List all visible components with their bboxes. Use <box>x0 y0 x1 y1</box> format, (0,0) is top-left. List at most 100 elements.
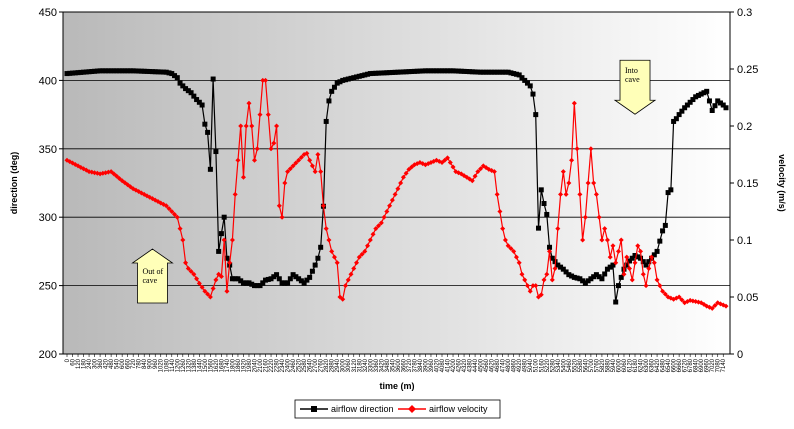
velocity-point <box>271 140 277 146</box>
direction-point <box>389 69 395 75</box>
x-tick-label: 6660 <box>677 358 683 372</box>
x-tick-label: 3720 <box>407 358 413 372</box>
direction-point <box>348 75 354 81</box>
direction-point <box>362 72 368 78</box>
direction-point <box>431 68 437 74</box>
direction-point <box>318 244 324 250</box>
x-tick-label: 6180 <box>633 358 639 372</box>
direction-point <box>177 80 183 86</box>
x-tick-label: 5460 <box>567 358 573 372</box>
y-tick-label: 200 <box>39 349 57 361</box>
direction-point <box>588 276 594 282</box>
annotation-text: cave <box>625 75 640 84</box>
velocity-point <box>307 157 313 163</box>
direction-point <box>684 102 690 108</box>
y-tick-label: 250 <box>39 281 57 293</box>
direction-point <box>425 68 431 74</box>
direction-point <box>337 79 343 85</box>
velocity-point <box>387 203 393 209</box>
direction-point <box>626 258 632 264</box>
direction-point <box>64 71 70 77</box>
velocity-point <box>613 260 619 266</box>
direction-point <box>166 70 172 76</box>
direction-point <box>188 90 194 96</box>
velocity-point <box>654 277 660 283</box>
direction-point <box>398 69 404 75</box>
x-tick-label: 5340 <box>556 358 562 372</box>
velocity-point <box>342 283 348 289</box>
direction-point <box>585 278 591 284</box>
velocity-point <box>403 170 409 176</box>
velocity-point <box>163 203 169 209</box>
velocity-point <box>478 166 484 172</box>
velocity-point <box>519 271 525 277</box>
x-tick-label: 180 <box>82 358 88 369</box>
direction-point <box>221 214 227 220</box>
x-tick-label: 780 <box>137 358 143 369</box>
velocity-point <box>218 273 224 279</box>
velocity-point <box>563 191 569 197</box>
direction-point <box>502 69 508 75</box>
velocity-point <box>395 186 401 192</box>
x-tick-label: 1500 <box>203 358 209 372</box>
velocity-point <box>626 266 632 271</box>
velocity-point <box>331 254 337 260</box>
direction-point <box>70 70 76 76</box>
direction-point <box>105 68 111 74</box>
velocity-point <box>172 211 178 217</box>
velocity-point <box>392 191 398 197</box>
x-tick-label: 3960 <box>429 358 435 372</box>
x-tick-label: 6900 <box>699 358 705 372</box>
x-tick-label: 6840 <box>694 358 700 372</box>
y2-tick-label: 0.1 <box>737 235 752 247</box>
direction-point <box>563 269 569 275</box>
velocity-point <box>632 260 638 266</box>
x-tick-label: 3060 <box>346 358 352 372</box>
velocity-point <box>580 237 586 243</box>
x-tick-label: 5640 <box>583 358 589 372</box>
x-tick-label: 1680 <box>219 358 225 372</box>
velocity-point <box>649 254 655 260</box>
velocity-point <box>629 277 635 283</box>
direction-point <box>381 70 387 76</box>
velocity-point <box>599 237 605 243</box>
velocity-point <box>530 283 536 289</box>
velocity-point <box>293 160 299 166</box>
velocity-point <box>544 271 550 277</box>
velocity-point <box>210 285 216 291</box>
direction-point <box>406 69 412 75</box>
velocity-point <box>621 271 627 277</box>
direction-point <box>420 68 426 74</box>
x-tick-label: 4020 <box>434 358 440 372</box>
direction-point <box>81 69 87 75</box>
velocity-point <box>312 169 318 175</box>
x-tick-label: 3000 <box>341 358 347 372</box>
x-tick-label: 720 <box>131 358 137 369</box>
direction-point <box>679 108 685 114</box>
x-tick-label: 4320 <box>462 358 468 372</box>
x-tick-label: 2400 <box>286 358 292 372</box>
direction-point <box>439 68 445 74</box>
direction-point <box>367 71 373 77</box>
direction-point <box>158 69 164 75</box>
velocity-point <box>646 266 652 271</box>
x-tick-label: 2460 <box>291 358 297 372</box>
direction-point <box>138 68 144 74</box>
direction-point <box>103 68 109 74</box>
direction-point <box>480 69 486 75</box>
velocity-point <box>279 214 285 220</box>
direction-point <box>665 190 671 196</box>
x-tick-label: 4740 <box>501 358 507 372</box>
direction-point <box>384 70 390 76</box>
x-tick-label: 600 <box>120 358 126 369</box>
velocity-point <box>406 166 412 172</box>
direction-point <box>86 69 92 75</box>
y2-tick-label: 0.25 <box>737 64 758 76</box>
direction-point <box>315 255 321 261</box>
x-tick-label: 2520 <box>297 358 303 372</box>
direction-point <box>365 71 371 77</box>
velocity-point <box>524 283 530 289</box>
direction-point <box>536 225 542 231</box>
direction-point <box>207 166 213 172</box>
